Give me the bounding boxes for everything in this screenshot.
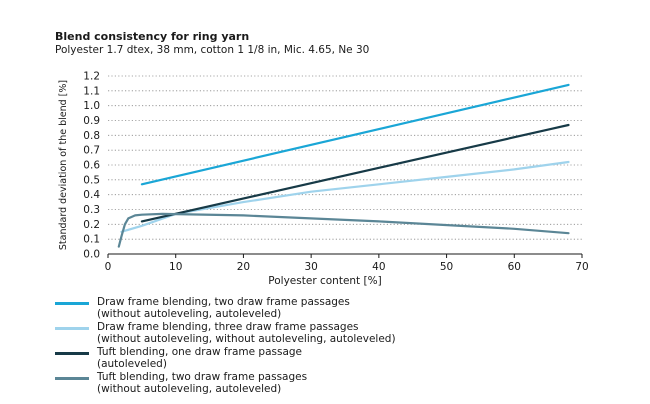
- legend-label-line1: Tuft blending, one draw frame passage: [97, 346, 303, 358]
- y-tick-label: 0.3: [83, 204, 100, 216]
- x-tick-label: 0: [105, 261, 112, 273]
- legend-item: Tuft blending, one draw frame passage (a…: [55, 346, 615, 370]
- axes: [107, 253, 583, 258]
- axis-labels: 0.0 0.1 0.2 0.3 0.4 0.5 0.6 0.7 0.8 0.9 1.0 1.1 1.2 0…: [58, 71, 589, 288]
- legend-label: Tuft blending, one draw frame passage (a…: [97, 346, 302, 370]
- series-line: [140, 123, 570, 223]
- y-tick-label: 0.2: [83, 219, 100, 231]
- y-tick-label: 0.5: [83, 174, 100, 186]
- x-axis-label: Polyester content [%]: [268, 275, 381, 287]
- legend-item: Tuft blending, two draw frame passages (…: [55, 371, 615, 395]
- series-line: [140, 83, 570, 186]
- y-tick-label: 1.1: [83, 85, 100, 97]
- legend-label-line1: Tuft blending, two draw frame passages: [97, 371, 308, 383]
- legend-item: Draw frame blending, two draw frame pass…: [55, 296, 615, 320]
- legend-label-line2: (without autoleveling, autoleveled): [97, 308, 282, 320]
- series-line: [117, 212, 570, 248]
- x-tick-label: 60: [508, 261, 521, 273]
- legend-swatch: [55, 377, 89, 380]
- series-lines: [117, 83, 570, 248]
- legend-item: Draw frame blending, three draw frame pa…: [55, 321, 615, 345]
- legend-label: Draw frame blending, two draw frame pass…: [97, 296, 350, 320]
- chart-subtitle: Polyester 1.7 dtex, 38 mm, cotton 1 1/8 …: [55, 44, 370, 56]
- y-tick-label: 0.1: [83, 234, 100, 246]
- grid-lines: [108, 75, 582, 240]
- y-tick-label: 0.7: [83, 145, 100, 157]
- x-tick-label: 30: [304, 261, 317, 273]
- x-tick-label: 50: [440, 261, 453, 273]
- line-chart: 0.0 0.1 0.2 0.3 0.4 0.5 0.6 0.7 0.8 0.9 1.0 1.1 1.2 0…: [58, 71, 589, 288]
- y-tick-label: 0.9: [83, 115, 100, 127]
- chart-title: Blend consistency for ring yarn: [55, 30, 250, 43]
- legend-label: Draw frame blending, three draw frame pa…: [97, 321, 396, 345]
- series-line: [120, 160, 570, 233]
- legend-label: Tuft blending, two draw frame passages (…: [97, 371, 307, 395]
- legend-label-line2: (without autoleveling, autoleveled): [97, 383, 282, 395]
- x-tick-label: 20: [237, 261, 250, 273]
- x-tick-label: 10: [169, 261, 182, 273]
- x-tick-label: 70: [575, 261, 588, 273]
- x-tick-label: 40: [372, 261, 385, 273]
- y-tick-label: 1.0: [83, 100, 100, 112]
- legend-label-line2: (without autoleveling, without autolevel…: [97, 333, 396, 345]
- y-tick-label: 1.2: [83, 71, 100, 83]
- legend-label-line2: (autoleveled): [97, 358, 167, 370]
- legend: Draw frame blending, two draw frame pass…: [55, 296, 615, 396]
- legend-label-line1: Draw frame blending, two draw frame pass…: [97, 296, 350, 308]
- legend-swatch: [55, 327, 89, 330]
- y-tick-label: 0.6: [83, 160, 100, 172]
- y-tick-label: 0.0: [83, 249, 100, 261]
- legend-label-line1: Draw frame blending, three draw frame pa…: [97, 321, 359, 333]
- y-axis-label: Standard deviation of the blend [%]: [58, 80, 69, 250]
- legend-swatch: [55, 352, 89, 355]
- y-tick-label: 0.4: [83, 189, 100, 201]
- legend-swatch: [55, 302, 89, 305]
- y-tick-label: 0.8: [83, 130, 100, 142]
